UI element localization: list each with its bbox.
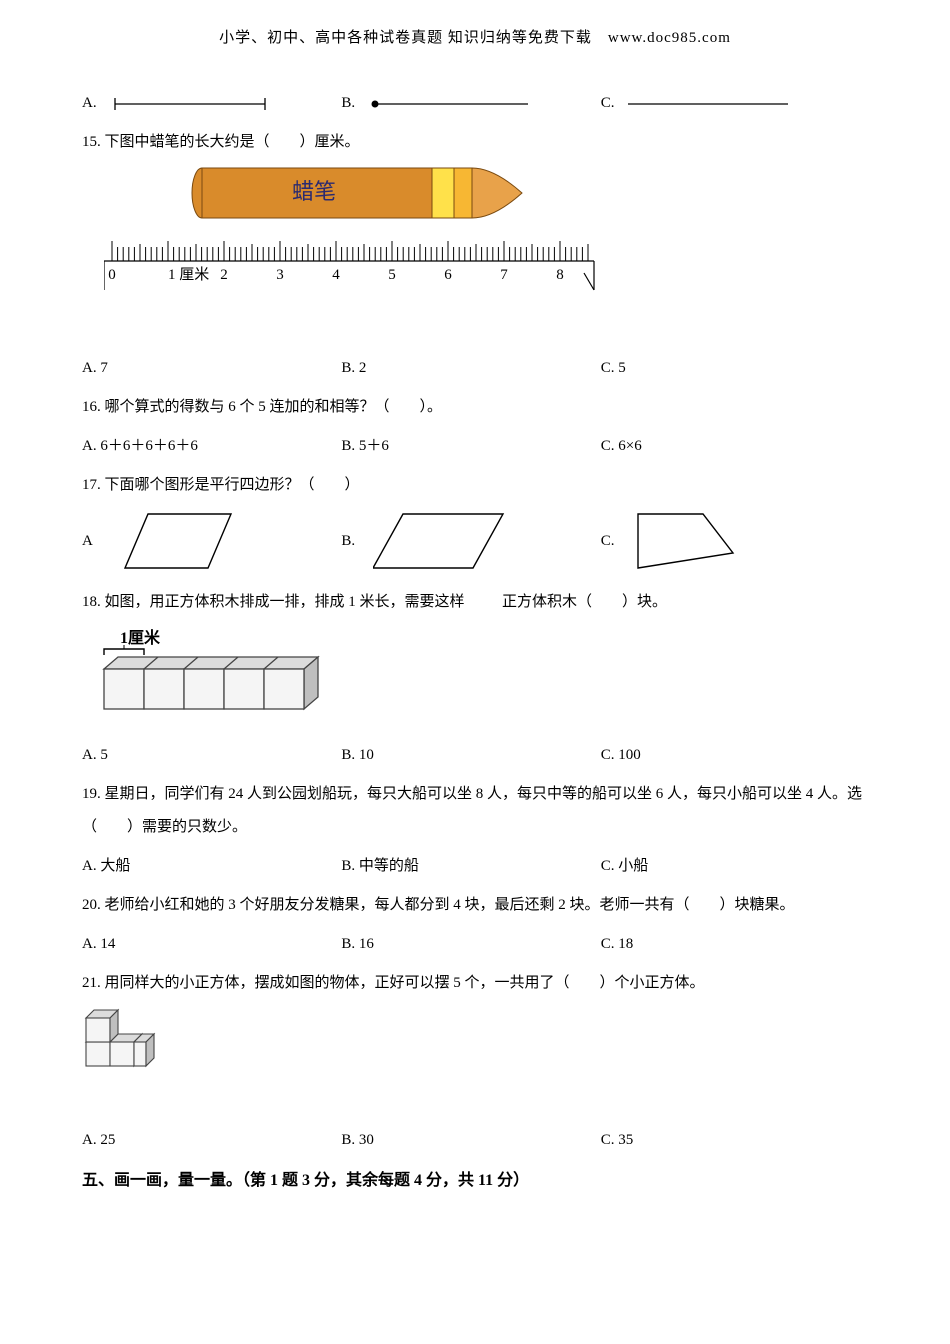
q21-c: C. 35 bbox=[601, 1124, 634, 1157]
q20-options: A. 14 B. 16 C. 18 bbox=[82, 928, 868, 961]
q17-options: A B. C. bbox=[82, 508, 868, 574]
quadrilateral-c-icon bbox=[633, 508, 743, 574]
q16-b: B. 5＋6 bbox=[341, 430, 389, 463]
q20-stem: 20. 老师给小红和她的 3 个好朋友分发糖果，每人都分到 4 块，最后还剩 2… bbox=[82, 889, 868, 922]
svg-text:1 厘米: 1 厘米 bbox=[168, 266, 209, 283]
q17-c-label: C. bbox=[601, 525, 615, 558]
q19-a: A. 大船 bbox=[82, 850, 130, 883]
q18-a: A. 5 bbox=[82, 739, 108, 772]
segment-icon bbox=[105, 92, 275, 116]
q21-a: A. 25 bbox=[82, 1124, 115, 1157]
q16-options: A. 6＋6＋6＋6＋6 B. 5＋6 C. 6×6 bbox=[82, 430, 868, 463]
svg-text:2: 2 bbox=[220, 267, 228, 283]
q18-c: C. 100 bbox=[601, 739, 641, 772]
q21-stem: 21. 用同样大的小正方体，摆成如图的物体，正好可以摆 5 个，一共用了（ ）个… bbox=[82, 967, 868, 1000]
q17-a-label: A bbox=[82, 525, 93, 558]
q21-figure bbox=[82, 1006, 868, 1076]
svg-text:5: 5 bbox=[388, 267, 396, 283]
svg-text:4: 4 bbox=[332, 267, 340, 283]
q15-options: A. 7 B. 2 C. 5 bbox=[82, 352, 868, 385]
q18-stem-b: 正方体积木（ ）块。 bbox=[502, 594, 667, 610]
svg-text:3: 3 bbox=[276, 267, 284, 283]
svg-text:7: 7 bbox=[500, 267, 508, 283]
q15-c: C. 5 bbox=[601, 352, 626, 385]
content-area: A. B. C. 15. 下图中蜡笔的长大约是（ ）厘米。 bbox=[0, 87, 950, 1198]
q14-a-label: A. bbox=[82, 87, 97, 120]
q18-unit-label: 1厘米 bbox=[120, 628, 161, 647]
q15-a: A. 7 bbox=[82, 352, 108, 385]
q16-stem: 16. 哪个算式的得数与 6 个 5 连加的和相等？（ ）。 bbox=[82, 391, 868, 424]
svg-text:0: 0 bbox=[108, 267, 116, 283]
page-header: 小学、初中、高中各种试卷真题 知识归纳等免费下载 www.doc985.com bbox=[0, 0, 950, 87]
line-icon bbox=[623, 92, 793, 116]
q18-stem-a: 18. 如图，用正方体积木排成一排，排成 1 米长，需要这样 bbox=[82, 594, 465, 610]
parallelogram-b-icon bbox=[373, 508, 513, 574]
q17-stem: 17. 下面哪个图形是平行四边形？（ ） bbox=[82, 469, 868, 502]
q16-c: C. 6×6 bbox=[601, 430, 642, 463]
q17-b-label: B. bbox=[341, 525, 355, 558]
svg-text:6: 6 bbox=[444, 267, 452, 283]
section5-title: 五、画一画，量一量。（第 1 题 3 分，其余每题 4 分，共 11 分） bbox=[82, 1163, 868, 1198]
q19-options: A. 大船 B. 中等的船 C. 小船 bbox=[82, 850, 868, 883]
q19-stem: 19. 星期日，同学们有 24 人到公园划船玩，每只大船可以坐 8 人，每只中等… bbox=[82, 778, 868, 844]
svg-text:8: 8 bbox=[556, 267, 564, 283]
q18-b: B. 10 bbox=[341, 739, 374, 772]
q19-c: C. 小船 bbox=[601, 850, 649, 883]
q18-options: A. 5 B. 10 C. 100 bbox=[82, 739, 868, 772]
q21-options: A. 25 B. 30 C. 35 bbox=[82, 1124, 868, 1157]
q14-c-label: C. bbox=[601, 87, 615, 120]
q18-figure: 1厘米 bbox=[90, 627, 868, 727]
parallelogram-a-icon bbox=[123, 508, 243, 574]
q20-b: B. 16 bbox=[341, 928, 374, 961]
crayon-label: 蜡笔 bbox=[292, 179, 336, 204]
q20-a: A. 14 bbox=[82, 928, 115, 961]
q14-b-label: B. bbox=[341, 87, 355, 120]
ray-icon bbox=[363, 92, 533, 116]
q21-b: B. 30 bbox=[341, 1124, 374, 1157]
q16-a: A. 6＋6＋6＋6＋6 bbox=[82, 430, 198, 463]
q15-b: B. 2 bbox=[341, 352, 366, 385]
q20-c: C. 18 bbox=[601, 928, 634, 961]
q19-b: B. 中等的船 bbox=[341, 850, 419, 883]
q18-stem: 18. 如图，用正方体积木排成一排，排成 1 米长，需要这样 正方体积木（ ）块… bbox=[82, 586, 868, 619]
q15-figure: 蜡笔 bbox=[104, 165, 868, 295]
q14-options: A. B. C. bbox=[82, 87, 868, 120]
q15-stem: 15. 下图中蜡笔的长大约是（ ）厘米。 bbox=[82, 126, 868, 159]
